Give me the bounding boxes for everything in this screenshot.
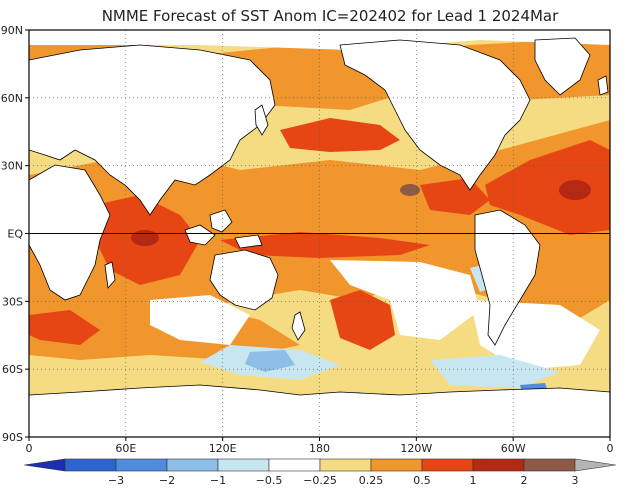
lon-tick-label: 60E [115, 442, 136, 455]
lon-tick-label: 120E [209, 442, 237, 455]
lon-tick-label: 60W [501, 442, 526, 455]
madagascar [104, 261, 116, 289]
colorbar-extend-high [574, 458, 616, 472]
anomaly-fill-brown-2 [559, 180, 591, 200]
colorbar-segment [523, 458, 576, 472]
map-title: NMME Forecast of SST Anom IC=202402 for … [102, 7, 559, 25]
anomaly-fill-brown-3 [400, 184, 420, 196]
south-america [474, 209, 541, 346]
lon-tick-label: 0 [607, 442, 614, 455]
colorbar-tick-label: −3 [108, 474, 124, 487]
anomaly-fill-cool-mid [245, 350, 295, 372]
lat-tick-label: 30N [1, 160, 23, 173]
colorbar-segment [421, 458, 474, 472]
africa [29, 164, 111, 301]
north-america [339, 39, 531, 191]
lat-tick-label: EQ [7, 228, 23, 241]
colorbar-tick-label: 2 [521, 474, 528, 487]
colorbar: −3 −2 −1 −0.5 −0.25 0.25 0.5 1 2 3 [24, 458, 616, 487]
colorbar-tick-label: 3 [572, 474, 579, 487]
uk [597, 75, 609, 96]
anomaly-fill-brown-1 [131, 230, 159, 246]
lon-axis: 0 60E 120E 180 120W 60W 0 [26, 437, 614, 455]
lat-tick-label: 90S [2, 431, 23, 444]
greenland [534, 37, 591, 96]
graticule [29, 30, 610, 437]
colorbar-segment [472, 458, 525, 472]
colorbar-segment [370, 458, 423, 472]
colorbar-tick-label: 1 [470, 474, 477, 487]
anomaly-fill-red-eqpacific [220, 232, 430, 258]
colorbar-segment [319, 458, 372, 472]
japan [254, 104, 269, 136]
colorbar-segment [115, 458, 168, 472]
colorbar-segment [64, 458, 117, 472]
colorbar-segment [166, 458, 219, 472]
colorbar-segment [268, 458, 321, 472]
colorbar-tick-label: 0.5 [413, 474, 431, 487]
new-zealand [291, 311, 306, 341]
continents [29, 37, 609, 346]
colorbar-segment [217, 458, 270, 472]
new-guinea [234, 234, 263, 249]
anomaly-fill-red-eastpacific [420, 178, 490, 215]
indonesia [184, 224, 216, 246]
colorbar-extend-low [24, 458, 66, 472]
lat-tick-label: 60S [2, 363, 23, 376]
anomaly-fill-red-southwest [29, 310, 100, 345]
lat-axis: 90N 60N 30N EQ 30S 60S 90S [1, 24, 29, 444]
lon-tick-label: 120W [400, 442, 432, 455]
lon-tick-label: 180 [309, 442, 330, 455]
australia [209, 249, 279, 311]
eurasia [29, 44, 276, 216]
anomaly-fill-neutral-arctic [29, 30, 610, 50]
colorbar-tick-label: −2 [159, 474, 175, 487]
anomaly-fill-neutral-southpacific [330, 260, 480, 340]
lat-tick-label: 30S [2, 295, 23, 308]
lat-tick-label: 60N [1, 92, 23, 105]
anomaly-fill-neutral-indian [150, 295, 250, 345]
colorbar-tick-label: −0.25 [303, 474, 337, 487]
colorbar-tick-label: 0.25 [359, 474, 384, 487]
anomaly-fill-red-tasman [330, 290, 395, 350]
anomaly-fill-cool-light-2 [430, 355, 560, 388]
anomaly-fill-red-npacific [280, 118, 400, 152]
anomaly-fill-red-atlantic [485, 140, 610, 235]
lon-tick-label: 0 [26, 442, 33, 455]
colorbar-tick-label: −0.5 [256, 474, 283, 487]
lat-tick-label: 90N [1, 24, 23, 37]
colorbar-tick-label: −1 [210, 474, 226, 487]
